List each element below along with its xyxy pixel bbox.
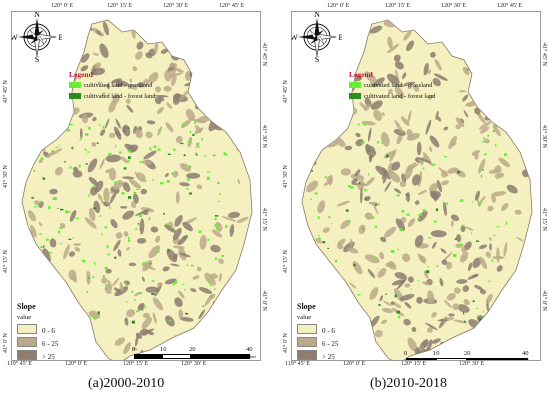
lat-tick-right: 41° 0' N — [541, 291, 547, 311]
legend-item-grassland: cultivated land - grassland — [349, 82, 432, 89]
lat-tick-left: 41° 30' N — [283, 165, 289, 188]
compass-rose-icon: N S E W — [292, 12, 342, 62]
scale-label: 40 — [522, 350, 529, 357]
slope-subtitle: value — [297, 314, 312, 321]
slope-class-high: > 25 — [297, 350, 335, 360]
lat-tick-left: 41° 0' N — [3, 333, 9, 353]
legend-swatch — [349, 93, 361, 99]
compass-rose-icon: N S E W — [12, 12, 62, 62]
scale-bar: 0 10 20 40 km — [404, 350, 538, 361]
lon-tick-bottom: 119° 45' E — [7, 361, 32, 367]
lat-tick-left: 41° 30' N — [3, 165, 9, 188]
lon-tick-bottom: 120° 15' E — [123, 361, 149, 367]
legend-title: Legend — [349, 70, 373, 79]
lon-tick-bottom: 120° 15' E — [401, 361, 427, 367]
lon-tick-bottom: 120° 0' E — [65, 361, 88, 367]
compass-w: W — [292, 33, 298, 42]
slope-subtitle: value — [17, 314, 32, 321]
scale-label: 10 — [433, 350, 440, 357]
lat-tick-right: 41° 0' N — [261, 291, 267, 311]
lon-tick-bottom: 119° 45' E — [285, 361, 310, 367]
slope-class-mid: 6 - 25 — [17, 337, 58, 348]
lon-tick-top: 120° 15' E — [107, 3, 133, 9]
lon-tick-top: 120° 30' E — [163, 3, 189, 9]
lon-tick-top: 120° 45' E — [219, 3, 245, 9]
caption-b: (b)2010-2018 — [370, 376, 447, 391]
legend-swatch — [349, 82, 361, 88]
compass-n: N — [314, 12, 320, 19]
map-frame: N S E W Legend cultivated land - grassla… — [291, 11, 541, 361]
scale-unit: km — [528, 358, 534, 361]
compass-n: N — [34, 12, 40, 19]
lat-tick-right: 41° 15' N — [541, 208, 547, 231]
lon-tick-top: 120° 45' E — [497, 3, 523, 9]
lon-tick-bottom: 120° 0' E — [343, 361, 366, 367]
legend: Legend cultivated land - grassland culti… — [349, 70, 444, 110]
legend-item-forest: cultivated land - forest land — [69, 93, 155, 100]
compass-w: W — [12, 33, 18, 42]
scale-label: 20 — [189, 346, 196, 353]
lat-tick-right: 41° 45' N — [261, 43, 267, 66]
lat-tick-left: 41° 15' N — [3, 250, 9, 273]
scale-label: 20 — [464, 350, 471, 357]
compass-e: E — [59, 33, 62, 42]
slope-title: Slope — [297, 302, 316, 311]
legend-item-forest: cultivated land - forest land — [349, 93, 435, 100]
lat-tick-left: 41° 0' N — [283, 333, 289, 353]
scale-label: 40 — [246, 346, 253, 353]
lon-tick-top: 120° 30' E — [441, 3, 467, 9]
caption-a: (a)2000-2010 — [88, 376, 165, 391]
slope-class-low: 0 - 6 — [297, 324, 335, 335]
lon-tick-top: 120° 15' E — [385, 3, 411, 9]
terrain-map — [21, 19, 253, 360]
map-frame: N S E W Legend cultivated land - grassla… — [11, 11, 261, 361]
slope-class-high: > 25 — [17, 350, 55, 360]
lat-tick-left: 41° 45' N — [3, 80, 9, 103]
compass-s: S — [35, 55, 39, 62]
slope-title: Slope — [17, 302, 36, 311]
legend-title: Legend — [69, 70, 93, 79]
map-panel-b: N S E W Legend cultivated land - grassla… — [283, 3, 547, 369]
lat-tick-left: 41° 45' N — [283, 80, 289, 103]
map-panel-a: N S E W Legend cultivated land - grassla… — [3, 3, 267, 369]
scale-unit: km — [250, 354, 256, 359]
scale-label: 0 — [404, 350, 408, 357]
legend: Legend cultivated land - grassland culti… — [69, 70, 164, 110]
scale-label: 0 — [132, 346, 136, 353]
scale-bar: 0 10 20 40 km — [132, 346, 260, 360]
lat-tick-right: 41° 30' N — [261, 125, 267, 148]
legend-swatch — [69, 93, 81, 99]
lat-tick-right: 41° 15' N — [261, 208, 267, 231]
lat-tick-left: 41° 15' N — [283, 250, 289, 273]
legend-item-grassland: cultivated land - grassland — [69, 82, 152, 89]
legend-swatch — [69, 82, 81, 88]
slope-class-mid: 6 - 25 — [297, 337, 338, 348]
slope-legend: Slope value 0 - 6 6 - 25 > 25 — [297, 302, 357, 360]
compass-e: E — [339, 33, 342, 42]
terrain-map — [301, 19, 533, 360]
lon-tick-bottom: 120° 30' E — [459, 361, 485, 367]
compass-s: S — [315, 55, 319, 62]
lon-tick-top: 120° 0' E — [51, 3, 74, 9]
slope-class-low: 0 - 6 — [17, 324, 55, 335]
scale-label: 10 — [160, 346, 167, 353]
lat-tick-right: 41° 30' N — [541, 125, 547, 148]
lon-tick-bottom: 120° 30' E — [181, 361, 207, 367]
slope-legend: Slope value 0 - 6 6 - 25 > 25 — [17, 302, 77, 360]
lon-tick-top: 120° 0' E — [327, 3, 350, 9]
lat-tick-right: 41° 45' N — [541, 43, 547, 66]
